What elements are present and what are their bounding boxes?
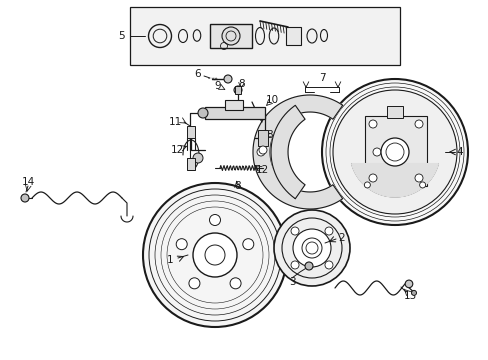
Circle shape <box>411 291 416 296</box>
Circle shape <box>405 280 412 288</box>
Polygon shape <box>351 164 438 197</box>
Circle shape <box>368 174 376 182</box>
Text: 6: 6 <box>194 69 201 79</box>
Text: 3: 3 <box>288 277 295 287</box>
Text: 14: 14 <box>21 177 35 187</box>
Text: 11: 11 <box>168 117 181 127</box>
Circle shape <box>292 229 330 267</box>
Text: 13: 13 <box>403 291 416 301</box>
Circle shape <box>273 210 349 286</box>
Bar <box>204 107 264 119</box>
Circle shape <box>414 174 422 182</box>
Circle shape <box>224 75 231 83</box>
Circle shape <box>290 261 299 269</box>
Bar <box>386 106 402 118</box>
Bar <box>258 130 267 146</box>
Bar <box>186 158 195 170</box>
Bar <box>209 24 251 48</box>
Circle shape <box>259 146 266 154</box>
Text: 12: 12 <box>255 165 268 175</box>
Text: 9: 9 <box>214 81 221 91</box>
Circle shape <box>257 148 264 156</box>
Circle shape <box>290 227 299 235</box>
Circle shape <box>188 278 200 289</box>
Polygon shape <box>252 95 342 209</box>
Circle shape <box>229 278 241 289</box>
Text: 2: 2 <box>338 233 345 243</box>
Circle shape <box>193 233 237 277</box>
Circle shape <box>198 108 207 118</box>
Text: 7: 7 <box>318 73 325 83</box>
Circle shape <box>142 183 286 327</box>
Circle shape <box>242 239 253 250</box>
Bar <box>224 100 243 110</box>
Text: 12: 12 <box>170 145 183 155</box>
Bar <box>130 7 399 65</box>
Text: 8: 8 <box>266 130 273 140</box>
Bar <box>285 27 301 45</box>
Circle shape <box>176 239 187 250</box>
Text: 5: 5 <box>119 31 125 41</box>
Circle shape <box>332 90 456 214</box>
Circle shape <box>368 120 376 128</box>
Text: 4: 4 <box>456 147 462 157</box>
Circle shape <box>372 148 380 156</box>
Circle shape <box>234 86 242 94</box>
Text: 1: 1 <box>166 255 173 265</box>
Circle shape <box>364 182 369 188</box>
Circle shape <box>305 262 312 270</box>
Circle shape <box>209 215 220 225</box>
Bar <box>364 116 426 186</box>
Circle shape <box>325 261 332 269</box>
Circle shape <box>321 79 467 225</box>
Circle shape <box>414 120 422 128</box>
Circle shape <box>222 27 240 45</box>
Polygon shape <box>270 105 305 199</box>
Bar <box>186 126 195 138</box>
Circle shape <box>380 138 408 166</box>
Circle shape <box>325 227 332 235</box>
Text: 8: 8 <box>234 181 241 191</box>
Circle shape <box>193 153 203 163</box>
Text: 8: 8 <box>238 79 245 89</box>
Circle shape <box>419 182 425 188</box>
Bar <box>235 86 241 94</box>
Circle shape <box>21 194 29 202</box>
Text: 10: 10 <box>265 95 278 105</box>
